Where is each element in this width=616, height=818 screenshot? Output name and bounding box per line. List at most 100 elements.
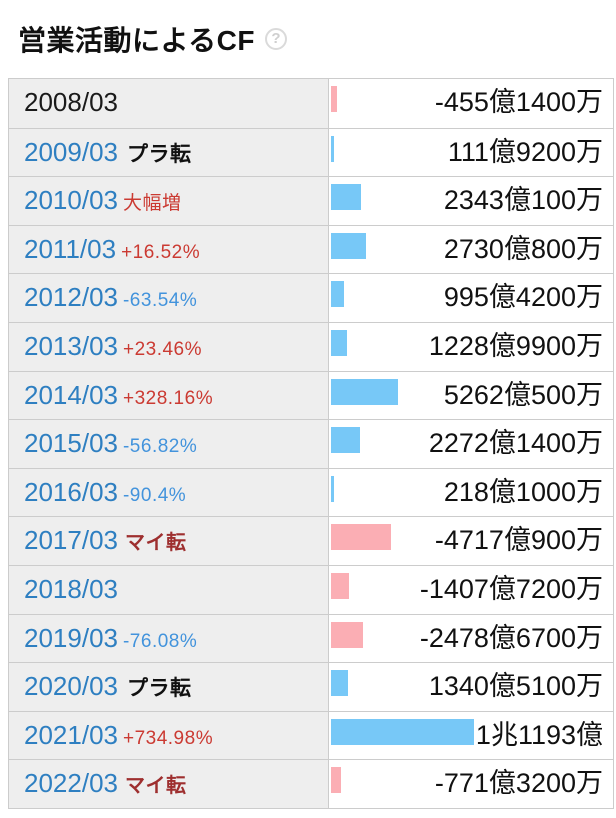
cf-value: 995億4200万 (443, 282, 603, 313)
cf-value: -1407億7200万 (419, 573, 603, 604)
table-row: 2019/03 -76.08% -2478億6700万 (9, 613, 613, 663)
year-label: 2008/03 (24, 87, 118, 117)
section-header: 営業活動によるCF ? (0, 0, 616, 67)
row-value-cell: -2478億6700万 (329, 614, 613, 663)
change-note: -63.54% (122, 290, 198, 312)
cf-value: -455億1400万 (434, 87, 603, 117)
year-link[interactable]: 2017/03 (24, 525, 118, 556)
year-link[interactable]: 2021/03 (24, 719, 118, 750)
cf-bar (331, 86, 337, 112)
cf-bar (331, 329, 347, 356)
cf-bar (331, 378, 398, 405)
cf-bar (331, 184, 361, 211)
cf-bar (331, 427, 360, 454)
change-note: +734.98% (122, 727, 214, 749)
cf-table: 2008/03 -455億1400万 2009/03 プラ転 111億9200万… (8, 78, 614, 809)
question-circle-icon[interactable]: ? (265, 28, 287, 50)
table-row: 2012/03 -63.54% 995億4200万 (9, 273, 613, 322)
cf-bar (331, 475, 334, 502)
cf-value: 111億9200万 (447, 136, 603, 167)
table-row: 2018/03 -1407億7200万 (9, 564, 613, 614)
cf-value: 2730億800万 (443, 233, 603, 264)
cf-bar (331, 767, 341, 794)
row-label-cell: 2013/03 +23.46% (9, 322, 329, 371)
row-value-cell: -455億1400万 (329, 79, 613, 128)
row-label-cell: 2020/03 プラ転 (9, 663, 329, 711)
year-link[interactable]: 2022/03 (24, 768, 118, 799)
table-row: 2010/03 大幅増 2343億100万 (9, 176, 613, 225)
row-value-cell: 2730億800万 (329, 225, 613, 274)
table-row: 2016/03 -90.4% 218億1000万 (9, 467, 613, 517)
row-value-cell: 2272億1400万 (329, 420, 613, 468)
cf-value: 1兆1193億 (475, 719, 603, 750)
row-value-cell: 1228億9900万 (329, 322, 613, 371)
row-label-cell: 2011/03 +16.52% (9, 225, 329, 274)
cf-bar (331, 135, 334, 162)
row-value-cell: 111億9200万 (329, 128, 613, 177)
change-note: +16.52% (121, 241, 201, 263)
cf-bar (331, 572, 349, 599)
row-value-cell: 1340億5100万 (329, 663, 613, 711)
year-link[interactable]: 2016/03 (24, 476, 118, 507)
row-label-cell: 2021/03 +734.98% (9, 711, 329, 760)
change-note: プラ転 (126, 677, 192, 701)
cf-value: -4717億900万 (434, 525, 603, 556)
row-label-cell: 2018/03 (9, 565, 329, 614)
table-row: 2017/03 マイ転 -4717億900万 (9, 516, 613, 565)
table-row: 2011/03 +16.52% 2730億800万 (9, 224, 613, 274)
year-link[interactable]: 2019/03 (24, 622, 118, 653)
change-note: -90.4% (122, 484, 187, 506)
table-row: 2015/03 -56.82% 2272億1400万 (9, 419, 613, 468)
change-note: -76.08% (122, 630, 198, 652)
year-link[interactable]: 2020/03 (24, 671, 118, 702)
row-label-cell: 2016/03 -90.4% (9, 468, 329, 517)
year-link[interactable]: 2010/03 (24, 185, 118, 216)
change-note: -56.82% (122, 436, 198, 458)
row-label-cell: 2019/03 -76.08% (9, 614, 329, 663)
change-note: 大幅増 (122, 193, 182, 215)
row-value-cell: -1407億7200万 (329, 565, 613, 614)
row-label-cell: 2010/03 大幅増 (9, 177, 329, 225)
row-value-cell: 1兆1193億 (329, 711, 613, 760)
cf-bar (331, 670, 348, 697)
change-note: +23.46% (122, 338, 203, 360)
year-link[interactable]: 2011/03 (24, 233, 117, 264)
table-row: 2014/03 +328.16% 5262億500万 (9, 370, 613, 420)
change-note: プラ転 (126, 142, 192, 166)
row-value-cell: 218億1000万 (329, 468, 613, 517)
page-title: 営業活動によるCF (18, 25, 255, 56)
year-link[interactable]: 2013/03 (24, 330, 118, 361)
row-value-cell: 995億4200万 (329, 274, 613, 322)
row-value-cell: 2343億100万 (329, 177, 613, 225)
cf-value: 1228億9900万 (428, 330, 603, 361)
cf-value: -771億3200万 (434, 768, 603, 799)
row-label-cell: 2014/03 +328.16% (9, 371, 329, 420)
cf-bar (331, 232, 366, 259)
cf-value: 2343億100万 (443, 185, 603, 216)
change-note: マイ転 (124, 532, 187, 555)
year-link[interactable]: 2014/03 (24, 379, 118, 410)
year-link[interactable]: 2018/03 (24, 573, 118, 604)
year-link[interactable]: 2009/03 (24, 136, 118, 167)
table-row: 2013/03 +23.46% 1228億9900万 (9, 321, 613, 371)
table-row: 2009/03 プラ転 111億9200万 (9, 127, 613, 177)
row-value-cell: -771億3200万 (329, 760, 613, 808)
table-row: 2022/03 マイ転 -771億3200万 (9, 759, 613, 808)
year-link[interactable]: 2012/03 (24, 282, 118, 313)
cf-value: 1340億5100万 (428, 671, 603, 702)
row-value-cell: 5262億500万 (329, 371, 613, 420)
row-label-cell: 2017/03 マイ転 (9, 517, 329, 565)
row-value-cell: -4717億900万 (329, 517, 613, 565)
cf-value: 218億1000万 (443, 476, 603, 507)
cf-bar (331, 621, 363, 648)
row-label-cell: 2008/03 (9, 79, 329, 128)
cf-value: -2478億6700万 (419, 622, 603, 653)
cf-value: 2272億1400万 (428, 428, 603, 459)
cf-bar (331, 718, 474, 745)
table-row: 2008/03 -455億1400万 (9, 79, 613, 128)
table-row: 2020/03 プラ転 1340億5100万 (9, 662, 613, 711)
change-note: マイ転 (124, 775, 187, 798)
cf-bar (331, 281, 344, 308)
year-link[interactable]: 2015/03 (24, 428, 118, 459)
table-row: 2021/03 +734.98% 1兆1193億 (9, 710, 613, 760)
